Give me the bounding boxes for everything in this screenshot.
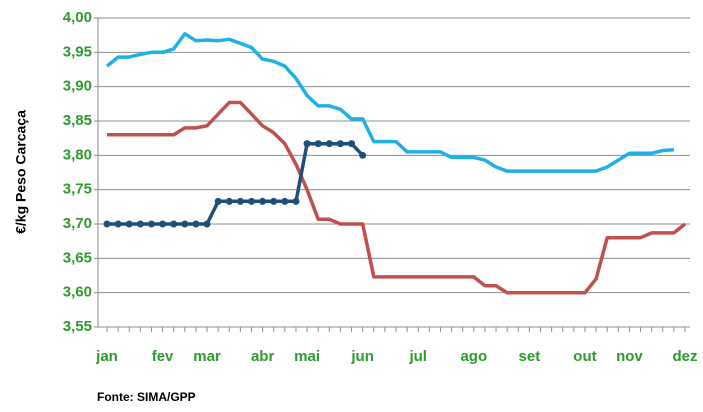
point (181, 220, 189, 228)
point (236, 197, 244, 205)
x-tick-label: jun (350, 348, 374, 365)
x-tick-label: set (519, 348, 541, 365)
point (336, 140, 344, 148)
point (325, 140, 333, 148)
point (114, 220, 122, 228)
point (136, 220, 144, 228)
x-tick-label: jan (95, 348, 118, 365)
point (292, 197, 300, 205)
source: Fonte: SIMA/GPP (97, 390, 196, 404)
point (214, 197, 222, 205)
series-line (107, 100, 687, 295)
x-tick-label: mai (294, 348, 320, 365)
x-tick-label: out (573, 348, 596, 365)
y-tick-label: 3,90 (63, 78, 92, 95)
y-tick-label: 3,80 (63, 146, 92, 163)
point (147, 220, 155, 228)
point (259, 197, 267, 205)
x-tick-label: mar (193, 348, 221, 365)
x-tick-label: nov (616, 348, 643, 365)
point (314, 140, 322, 148)
x-tick-label: dez (672, 348, 697, 365)
point (303, 140, 311, 148)
point (359, 151, 367, 159)
y-tick-label: 3,70 (63, 215, 92, 232)
y-tick-label: 3,55 (63, 318, 92, 335)
point (281, 197, 289, 205)
y-tick-label: 3,65 (63, 249, 92, 266)
point (348, 140, 356, 148)
y-tick-label: 3,60 (63, 284, 92, 301)
x-tick-label: abr (251, 348, 275, 365)
series-line (105, 32, 675, 173)
x-tick-label: fev (152, 348, 174, 365)
point (270, 197, 278, 205)
point (103, 220, 111, 228)
y-tick-label: 3,85 (63, 112, 92, 129)
point (192, 220, 200, 228)
y-axis-label: €/kg Peso Carcaça (13, 110, 29, 234)
point (125, 220, 133, 228)
y-tick-label: 3,75 (63, 181, 92, 198)
point (248, 197, 255, 205)
point (170, 220, 178, 228)
x-tick-label: jul (408, 348, 427, 365)
point (225, 197, 233, 205)
x-tick-label: ago (460, 348, 487, 365)
point (203, 220, 211, 228)
point (159, 220, 167, 228)
y-tick-label: 4,00 (63, 9, 92, 26)
y-tick-label: 3,95 (63, 43, 92, 60)
